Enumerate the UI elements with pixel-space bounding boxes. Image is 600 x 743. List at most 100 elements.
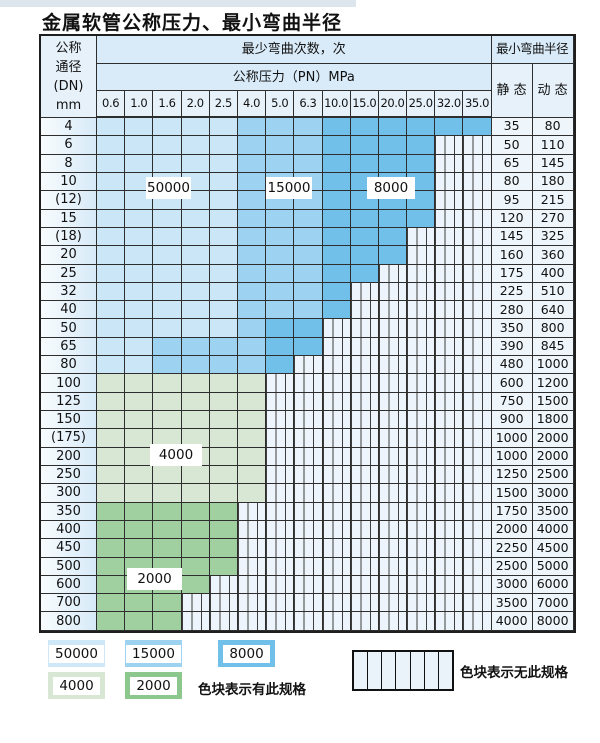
- spec-cell: [237, 209, 267, 228]
- spec-cell: [97, 392, 126, 411]
- pressure-col-header: 35.0: [463, 91, 492, 118]
- no-spec-cell: [407, 594, 436, 613]
- no-spec-cell: [463, 301, 492, 320]
- no-spec-cell: [378, 557, 408, 576]
- spec-cell: [378, 209, 408, 228]
- spec-cell: [125, 136, 154, 155]
- no-spec-cell: [350, 484, 379, 503]
- spec-cell: [237, 282, 267, 302]
- spec-cell: [97, 319, 126, 338]
- spec-cell: [97, 575, 126, 595]
- pressure-table: 公称 通径 (DN) mm 最少弯曲次数，次 最小弯曲半径 公称压力（PN）MPa 静…: [39, 34, 576, 633]
- spec-cell: [209, 319, 238, 338]
- spec-cell: [209, 484, 238, 503]
- spec-cell: [294, 337, 323, 357]
- no-spec-cell: [350, 392, 379, 411]
- spec-cell: [125, 502, 154, 521]
- no-spec-cell: [322, 575, 351, 595]
- spec-cell: [181, 465, 210, 485]
- no-spec-cell: [350, 465, 379, 485]
- no-spec-cell: [407, 319, 436, 338]
- spec-cell: [209, 520, 238, 540]
- static-radius-cell: 95: [491, 191, 533, 210]
- legend-chip-label: 2000: [130, 676, 177, 695]
- pressure-col-header: 0.6: [97, 91, 126, 118]
- dynamic-radius-cell: 400: [532, 264, 574, 283]
- no-spec-cell: [266, 557, 295, 576]
- no-spec-cell: [407, 539, 436, 558]
- static-radius-cell: 1000: [491, 429, 533, 448]
- spec-cell: [125, 227, 154, 247]
- spec-cell: [237, 374, 267, 393]
- no-spec-cell: [209, 575, 238, 595]
- no-spec-cell: [378, 264, 408, 283]
- spec-cell: [294, 118, 323, 137]
- spec-cell: [322, 246, 351, 265]
- static-radius-cell: 50: [491, 136, 533, 155]
- no-spec-cell: [407, 227, 436, 247]
- spec-cell: [294, 319, 323, 338]
- no-spec-cell: [407, 557, 436, 576]
- dynamic-radius-cell: 4500: [532, 539, 574, 558]
- no-spec-cell: [181, 612, 210, 631]
- spec-cell: [125, 118, 154, 137]
- spec-cell: [322, 172, 351, 192]
- dynamic-radius-cell: 1500: [532, 392, 574, 411]
- spec-cell: [181, 374, 210, 393]
- spec-cell: [153, 136, 182, 155]
- dn-header-line: 通径: [55, 59, 82, 75]
- spec-cell: [153, 337, 182, 357]
- no-spec-cell: [407, 392, 436, 411]
- pressure-col-header: 1.0: [125, 91, 154, 118]
- no-spec-cell: [435, 429, 464, 448]
- dn-cell: 80: [41, 356, 97, 375]
- static-radius-cell: 175: [491, 264, 533, 283]
- dynamic-radius-cell: 3000: [532, 484, 574, 503]
- spec-cell: [97, 539, 126, 558]
- spec-cell: [181, 484, 210, 503]
- no-spec-cell: [322, 447, 351, 466]
- no-spec-cell: [322, 502, 351, 521]
- no-spec-cell: [407, 465, 436, 485]
- no-spec-cell: [322, 465, 351, 485]
- spec-cell: [153, 227, 182, 247]
- spec-cell: [266, 301, 295, 320]
- no-spec-cell: [407, 246, 436, 265]
- spec-cell: [125, 520, 154, 540]
- no-spec-cell: [322, 520, 351, 540]
- spec-cell: [125, 411, 154, 430]
- no-spec-cell: [407, 520, 436, 540]
- dynamic-radius-cell: 2500: [532, 465, 574, 485]
- static-radius-cell: 4000: [491, 612, 533, 631]
- no-spec-cell: [407, 301, 436, 320]
- no-spec-cell: [237, 575, 267, 595]
- no-spec-cell: [407, 264, 436, 283]
- static-radius-cell: 1500: [491, 484, 533, 503]
- spec-cell: [209, 301, 238, 320]
- hatch-cell: [425, 652, 439, 689]
- spec-cell: [266, 227, 295, 247]
- spec-cell: [378, 227, 408, 247]
- dynamic-radius-cell: 845: [532, 337, 574, 357]
- no-spec-cell: [237, 502, 267, 521]
- legend-chip-label: 50000: [49, 644, 104, 663]
- no-spec-cell: [463, 264, 492, 283]
- no-spec-cell: [463, 539, 492, 558]
- hatch-cell: [396, 652, 411, 689]
- dynamic-radius-cell: 7000: [532, 594, 574, 613]
- spec-cell: [181, 136, 210, 155]
- no-spec-cell: [350, 594, 379, 613]
- spec-cell: [209, 539, 238, 558]
- spec-cell: [435, 118, 464, 137]
- spec-cell: [237, 447, 267, 466]
- dn-header-line: mm: [55, 97, 82, 113]
- legend-no-spec-swatch: [352, 650, 454, 691]
- hatch-cell: [382, 652, 397, 689]
- spec-cell: [209, 337, 238, 357]
- spec-cell: [237, 264, 267, 283]
- spec-cell: [97, 227, 126, 247]
- hatch-cell: [439, 652, 452, 689]
- no-spec-cell: [378, 411, 408, 430]
- spec-cell: [294, 264, 323, 283]
- pressure-col-header: 20.0: [378, 91, 408, 118]
